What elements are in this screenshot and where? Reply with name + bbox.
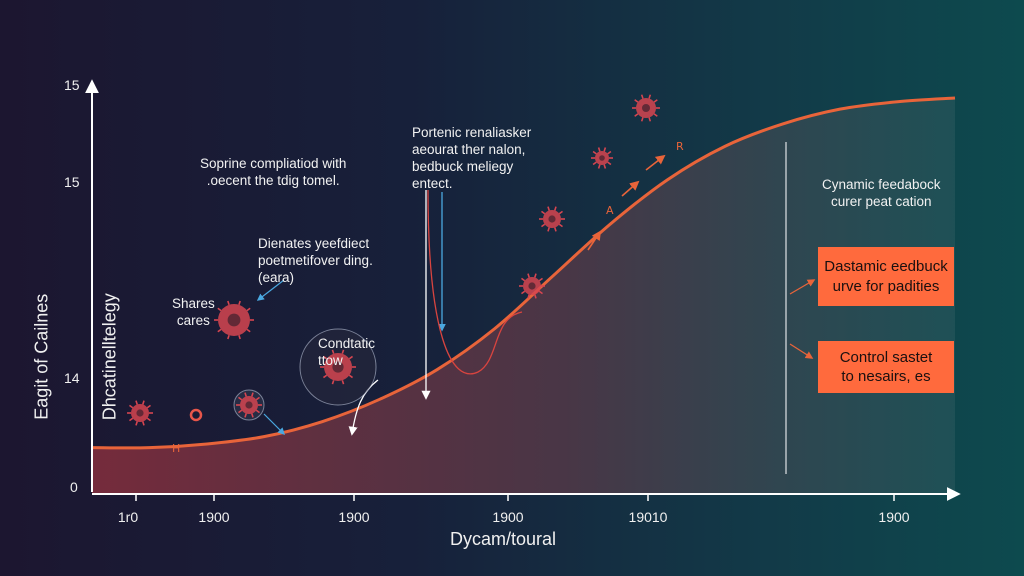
x-tick-label: 19010 (628, 509, 668, 525)
arrow-blue-1 (256, 279, 285, 301)
annotation-condtatic: Condtatic ttow (318, 336, 376, 368)
area-fill (92, 98, 955, 494)
series-line (91, 96, 956, 450)
mark-a: A (606, 204, 614, 217)
virus-icon (519, 273, 545, 299)
arrow-blue-2 (263, 413, 286, 436)
mark-h: H (172, 442, 180, 455)
arrow-orange-box2 (789, 343, 814, 359)
x-tick-label: 1900 (878, 509, 910, 525)
x-tick-label: 1900 (338, 509, 370, 525)
annotation-compilation: Soprine compliatiod with .oecent the tdi… (200, 156, 347, 188)
x-tick-label: 1900 (198, 509, 230, 525)
y-tick-label: 14 (64, 370, 80, 386)
virus-icon (299, 328, 377, 406)
virus-icon (127, 400, 153, 426)
mark-r: R (676, 140, 684, 153)
arrow-orange-3 (645, 154, 666, 171)
callout-box-feedback: Dastamic eedbuck urve for padities (818, 247, 954, 306)
virus-icon (632, 94, 660, 122)
arrow-orange-1 (587, 230, 602, 251)
arrow-orange-2 (621, 180, 640, 197)
virus-icon (189, 408, 203, 422)
virus-icon (539, 206, 565, 232)
callout-box-control: Control sastet to nesairs, es (818, 341, 954, 393)
y-tick-label: 15 (64, 174, 80, 190)
annotation-portenic: Portenic renaliasker aeourat ther nalon,… (412, 125, 532, 191)
y-tick-label: 15 (64, 77, 80, 93)
y-tick-label: 0 (70, 479, 78, 495)
x-tick-marks (135, 494, 895, 501)
annotation-cynamic: Cynamic feedabock curer peat cation (822, 177, 941, 209)
y-axis-label: Eagit of Cailnes Dhcatinelltelegy (0, 227, 143, 487)
y-axis-label-line-1: Eagit of Cailnes (31, 293, 52, 420)
x-tick-label: 1900 (492, 509, 524, 525)
x-tick-label: 1r0 (117, 509, 139, 525)
virus-icon (214, 300, 254, 340)
x-axis-label: Dycam/toural (450, 529, 557, 549)
annotation-shares: Shares cares (172, 296, 215, 328)
virus-icon (591, 147, 613, 169)
red-squiggle (427, 189, 523, 375)
y-axis-label-line-2: Dhcatinelltelegy (98, 293, 119, 421)
virus-icon (233, 389, 265, 421)
arrow-to-curve (348, 379, 379, 436)
arrow-orange-box1 (789, 279, 816, 295)
annotation-dienates: Dienates yeefdiect poetmetifover ding. (… (258, 236, 373, 285)
